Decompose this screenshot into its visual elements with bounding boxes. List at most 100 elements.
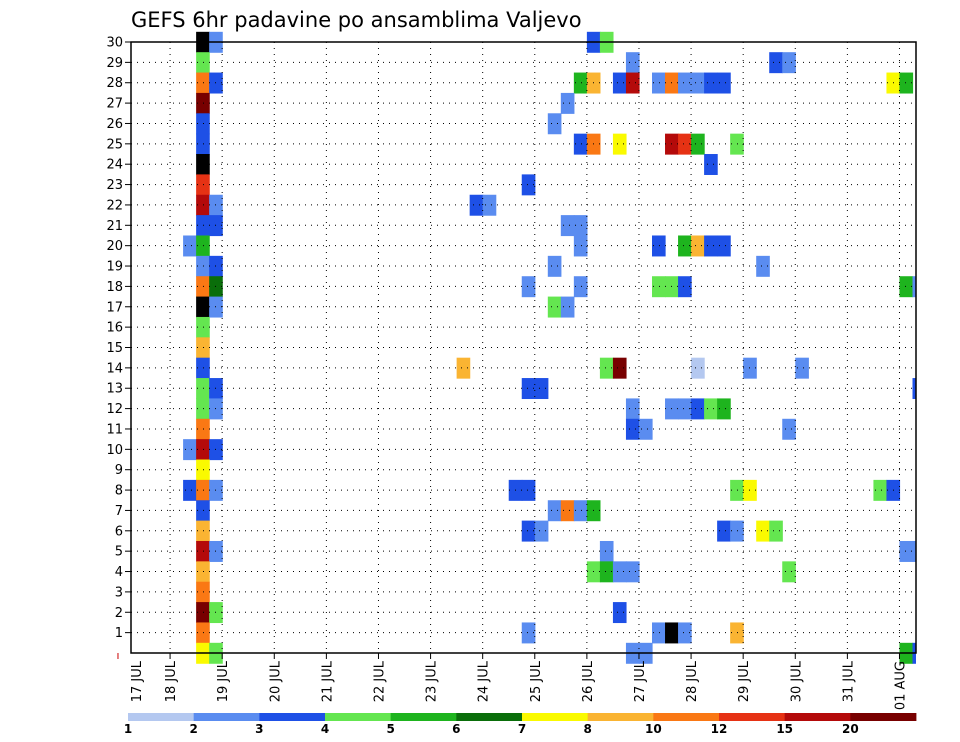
precip-cell bbox=[899, 276, 914, 298]
precip-cell bbox=[547, 255, 562, 277]
x-tick-label: 24 JUL bbox=[477, 660, 492, 702]
precip-cell bbox=[717, 235, 731, 257]
precip-cell bbox=[196, 337, 210, 359]
precip-cell bbox=[625, 398, 640, 420]
precip-cell bbox=[482, 194, 497, 216]
precip-cell bbox=[547, 113, 562, 135]
y-tick-label: 11 bbox=[106, 422, 123, 437]
precip-cell bbox=[560, 215, 575, 237]
precip-cell bbox=[196, 296, 210, 318]
y-tick-label: 26 bbox=[106, 117, 123, 132]
colorbar-label: 15 bbox=[776, 722, 793, 736]
precip-cell bbox=[573, 235, 588, 257]
x-tick-label: 28 JUL bbox=[685, 660, 700, 702]
x-tick-label: 25 JUL bbox=[529, 660, 544, 702]
precip-cell bbox=[717, 72, 731, 94]
precip-cell bbox=[196, 92, 210, 114]
precip-cell bbox=[521, 622, 536, 644]
precip-cell bbox=[638, 418, 653, 440]
precip-cell bbox=[534, 378, 549, 400]
precip-cell bbox=[678, 398, 692, 420]
y-tick-label: 9 bbox=[115, 463, 123, 478]
precip-cell bbox=[196, 378, 210, 400]
colorbar-swatch bbox=[522, 713, 589, 721]
x-tick-label: 21 JUL bbox=[320, 660, 335, 702]
colorbar-swatch bbox=[850, 713, 917, 721]
precip-cell bbox=[704, 398, 718, 420]
colorbar-label: 7 bbox=[518, 722, 526, 736]
precip-cell bbox=[534, 520, 549, 542]
precip-cell bbox=[730, 622, 744, 644]
x-tick-label: 01 AUG bbox=[893, 661, 908, 710]
x-tick-label: 18 JUL bbox=[164, 660, 179, 702]
colorbar-label: 6 bbox=[452, 722, 460, 736]
precip-cell bbox=[599, 540, 614, 562]
x-tick-label: 20 JUL bbox=[268, 660, 283, 702]
precip-cell bbox=[652, 235, 666, 257]
y-tick-label: 29 bbox=[106, 56, 123, 71]
y-tick-label: 20 bbox=[106, 239, 123, 254]
precip-cell bbox=[625, 72, 640, 94]
y-tick-label: 21 bbox=[106, 219, 123, 234]
precip-cell bbox=[196, 194, 210, 216]
grid-layer bbox=[131, 42, 916, 653]
precip-cell bbox=[196, 215, 210, 237]
precip-cell bbox=[196, 72, 210, 94]
x-tick-label: 27 JUL bbox=[633, 660, 648, 702]
x-tick-label: 31 JUL bbox=[841, 660, 856, 702]
precip-cell bbox=[704, 154, 718, 175]
precip-cell bbox=[521, 174, 536, 196]
precip-cell bbox=[912, 276, 916, 298]
precip-cell bbox=[196, 235, 210, 257]
y-tick-label: 12 bbox=[106, 402, 123, 417]
colorbar-label: 12 bbox=[711, 722, 728, 736]
y-tick-label: 13 bbox=[106, 382, 123, 397]
colorbar-swatch bbox=[390, 713, 457, 721]
y-tick-label: 4 bbox=[115, 565, 123, 580]
colorbar-label: 10 bbox=[645, 722, 662, 736]
y-tick-label: 16 bbox=[106, 321, 123, 336]
y-tick-label: 24 bbox=[106, 158, 123, 173]
colorbar-label: 20 bbox=[842, 722, 859, 736]
precip-cell bbox=[196, 520, 210, 542]
x-tick-label: 30 JUL bbox=[789, 660, 804, 702]
precip-cell bbox=[625, 418, 640, 440]
precip-cell bbox=[196, 154, 210, 175]
x-tick-label: 29 JUL bbox=[737, 660, 752, 702]
precip-cell bbox=[196, 255, 210, 277]
precip-cell bbox=[704, 72, 718, 94]
precip-cell bbox=[730, 479, 744, 501]
precip-cell bbox=[678, 622, 692, 644]
precip-cell bbox=[196, 602, 210, 624]
precip-cell bbox=[521, 378, 536, 400]
y-tick-label: 15 bbox=[106, 341, 123, 356]
colorbar-label: 4 bbox=[321, 722, 329, 736]
precip-cell bbox=[196, 357, 210, 379]
precip-cell bbox=[183, 479, 197, 501]
precip-cell bbox=[691, 398, 705, 420]
colorbar-swatch bbox=[719, 713, 786, 721]
colorbar-label: 2 bbox=[189, 722, 197, 736]
colorbar-swatch bbox=[653, 713, 720, 721]
precip-cell bbox=[183, 439, 197, 461]
precip-cell bbox=[899, 72, 914, 94]
colorbar: 1 2 3 4 5 6 7 8 10 12 15 20 bbox=[124, 713, 917, 736]
y-tick-label: 22 bbox=[106, 198, 123, 213]
y-tick-label: 1 bbox=[115, 626, 123, 641]
precip-cell bbox=[547, 296, 562, 318]
precip-cell bbox=[560, 500, 575, 522]
precip-cell bbox=[560, 92, 575, 114]
precip-cell bbox=[912, 378, 916, 400]
y-tick-label: 14 bbox=[106, 361, 123, 376]
chart-title: GEFS 6hr padavine po ansamblima Valjevo bbox=[131, 8, 582, 32]
precip-cell bbox=[769, 520, 783, 542]
precip-cell bbox=[196, 622, 210, 644]
colorbar-swatch bbox=[128, 713, 195, 721]
y-tick-label: 18 bbox=[106, 280, 123, 295]
colorbar-label: 1 bbox=[124, 722, 132, 736]
colorbar-label: 8 bbox=[583, 722, 591, 736]
precip-cell bbox=[678, 133, 692, 155]
precip-cell bbox=[521, 276, 536, 298]
precip-cell bbox=[691, 357, 705, 379]
